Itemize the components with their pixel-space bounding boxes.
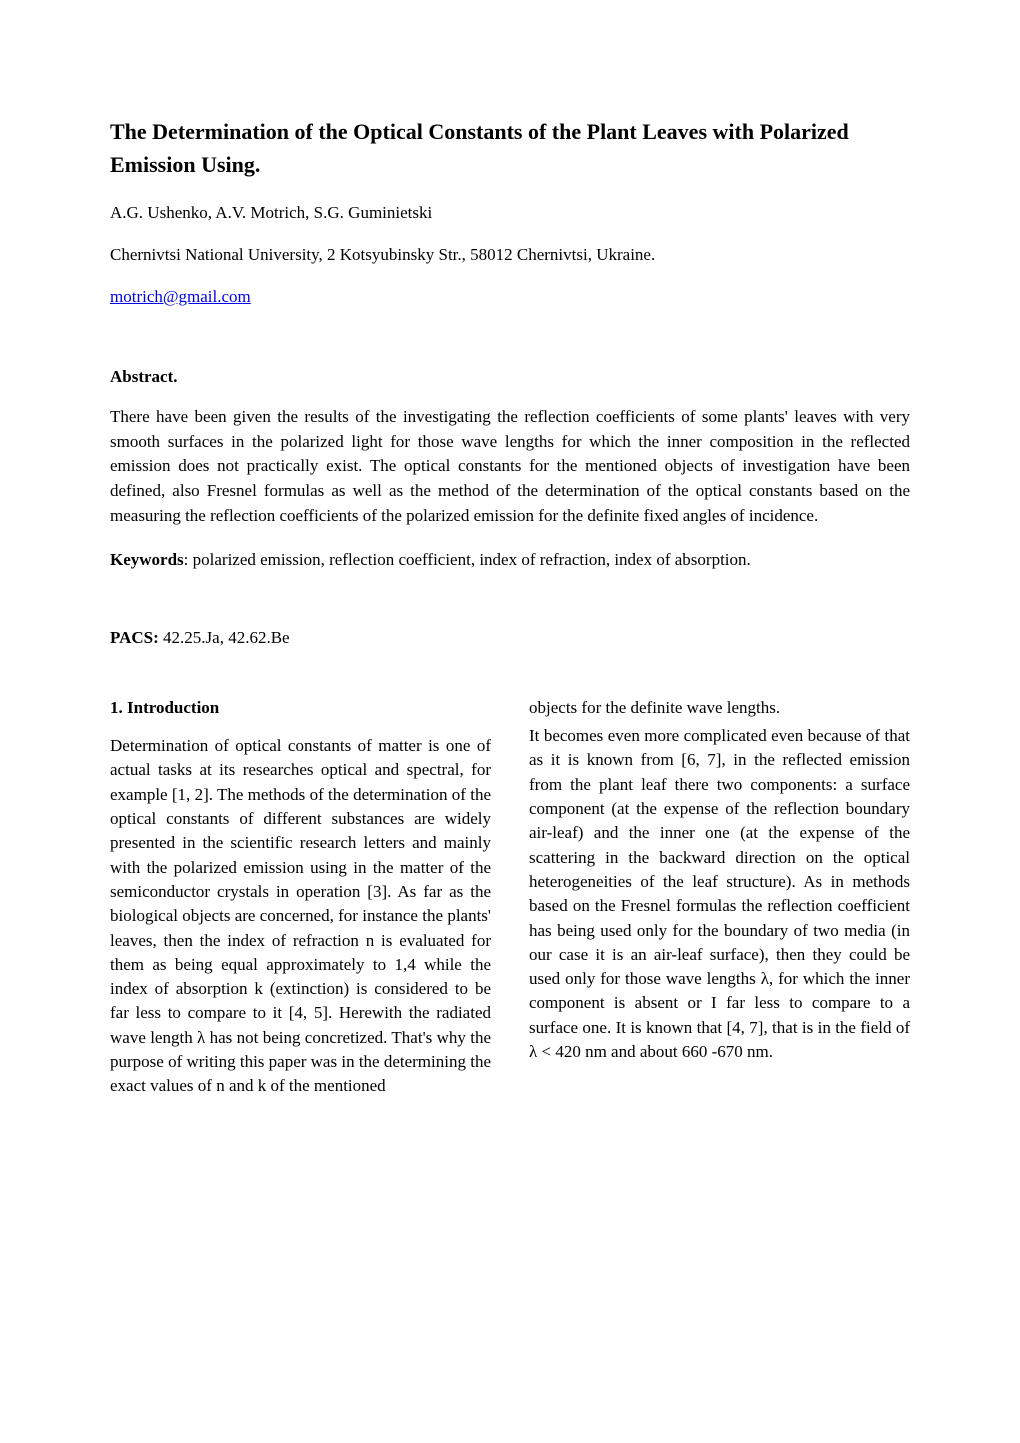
keywords-text: : polarized emission, reflection coeffic… (184, 550, 751, 569)
intro-paragraph-right-1: objects for the definite wave lengths. (529, 696, 910, 720)
affiliation-line: Chernivtsi National University, 2 Kotsyu… (110, 245, 910, 265)
intro-paragraph-left: Determination of optical constants of ma… (110, 734, 491, 1098)
keywords-label: Keywords (110, 550, 184, 569)
abstract-body: There have been given the results of the… (110, 405, 910, 528)
two-column-body: 1. Introduction Determination of optical… (110, 696, 910, 1099)
intro-paragraph-right-2: It becomes even more complicated even be… (529, 724, 910, 1064)
left-column: 1. Introduction Determination of optical… (110, 696, 491, 1099)
introduction-heading: 1. Introduction (110, 696, 491, 720)
pacs-label: PACS: (110, 628, 163, 647)
contact-email-link[interactable]: motrich@gmail.com (110, 287, 251, 307)
keywords-block: Keywords: polarized emission, reflection… (110, 548, 910, 573)
right-column: objects for the definite wave lengths. I… (529, 696, 910, 1099)
abstract-heading: Abstract. (110, 367, 910, 387)
pacs-block: PACS: 42.25.Ja, 42.62.Be (110, 628, 910, 648)
paper-title: The Determination of the Optical Constan… (110, 115, 910, 181)
authors-line: A.G. Ushenko, A.V. Motrich, S.G. Guminie… (110, 203, 910, 223)
pacs-codes: 42.25.Ja, 42.62.Be (163, 628, 290, 647)
